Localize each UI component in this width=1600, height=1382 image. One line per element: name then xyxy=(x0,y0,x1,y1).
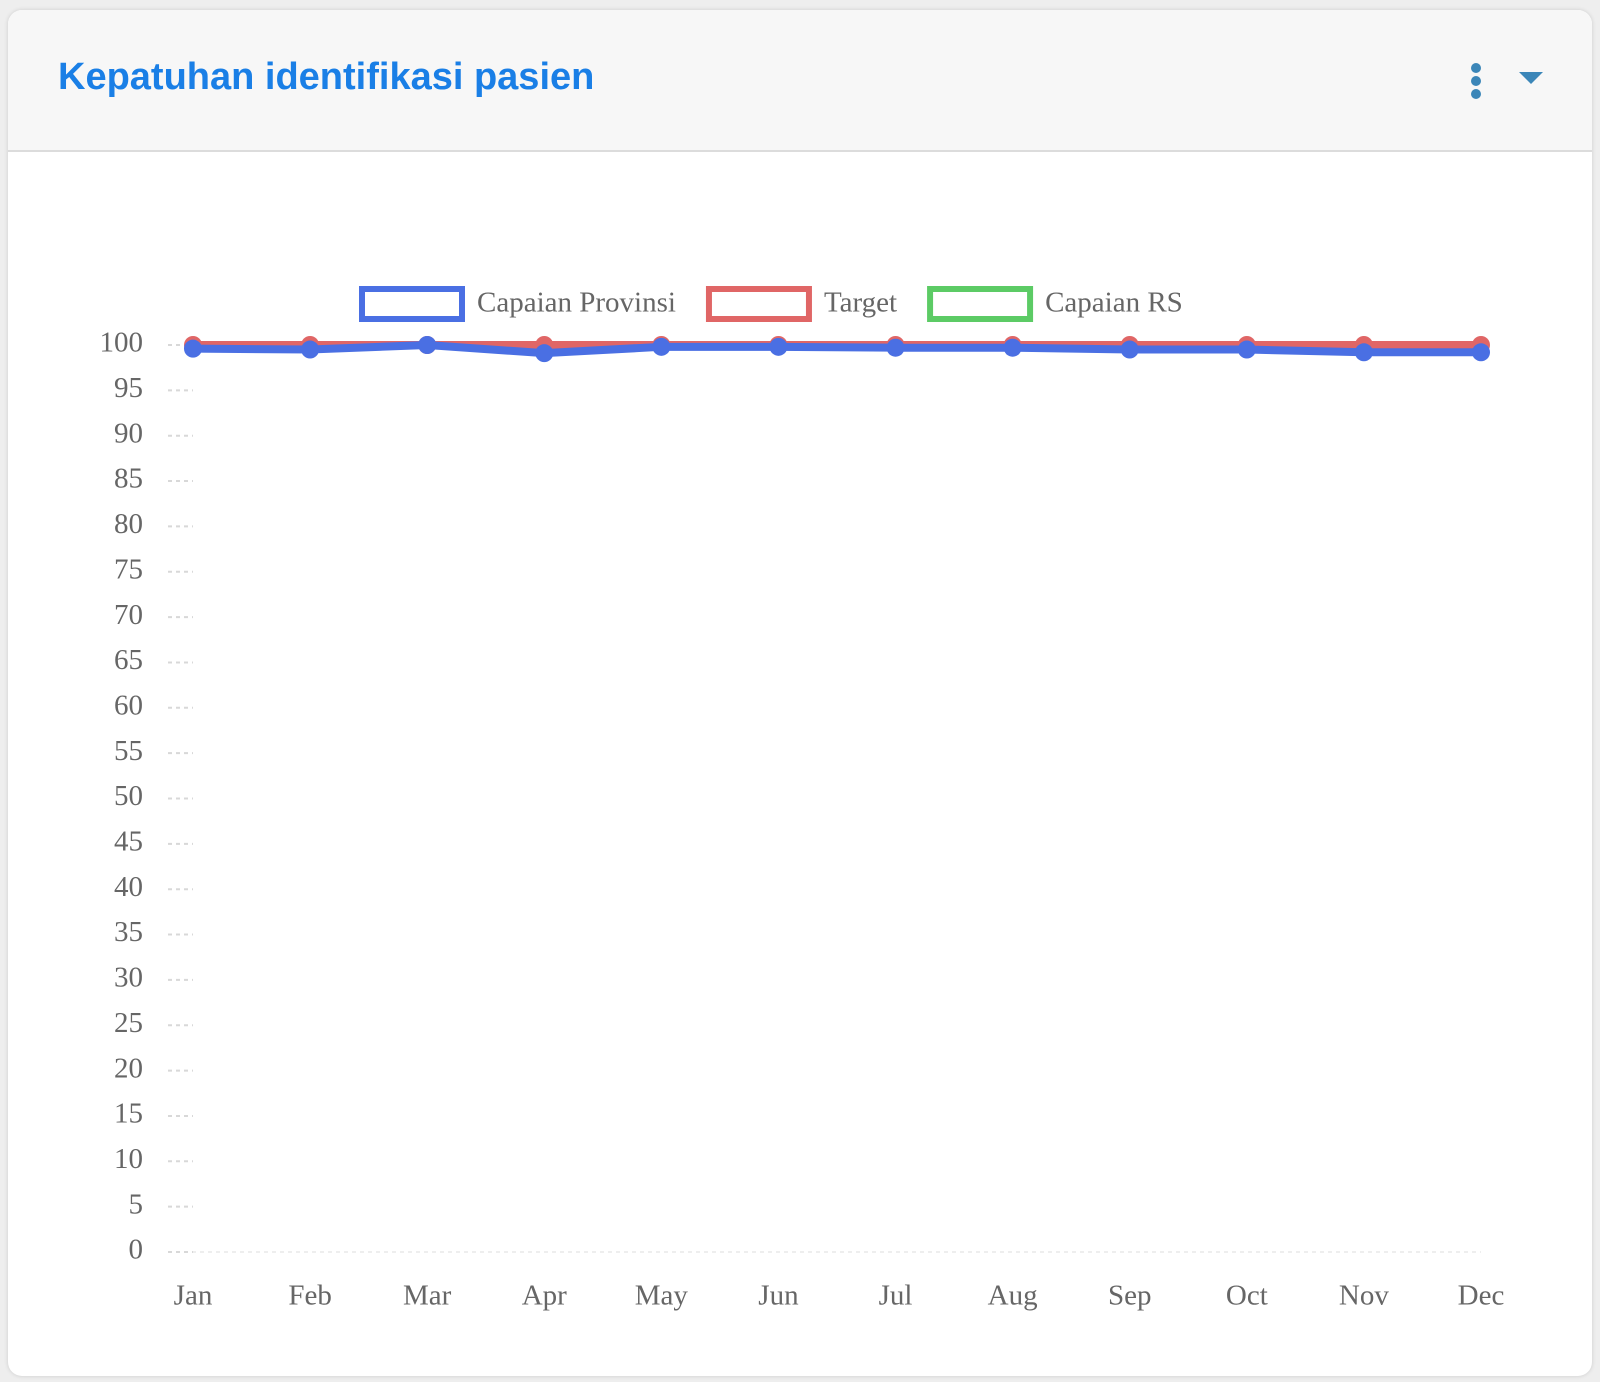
y-tick-label: 10 xyxy=(114,1143,143,1175)
y-tick-label: 15 xyxy=(114,1098,143,1130)
x-tick-label: Jul xyxy=(879,1280,913,1312)
card-title: Kepatuhan identifikasi pasien xyxy=(58,56,595,98)
y-tick-label: 100 xyxy=(100,327,144,359)
y-tick-label: 30 xyxy=(114,962,143,994)
collapse-button[interactable] xyxy=(1519,72,1543,84)
data-point xyxy=(1354,343,1373,362)
menu-button[interactable] xyxy=(1471,63,1481,99)
data-point xyxy=(1003,338,1022,357)
x-tick-label: Jun xyxy=(758,1280,799,1312)
y-tick-label: 65 xyxy=(114,644,143,676)
y-tick-label: 90 xyxy=(114,417,143,449)
x-tick-label: Mar xyxy=(403,1280,452,1312)
data-point xyxy=(1120,340,1139,359)
legend-label: Capaian Provinsi xyxy=(477,287,676,319)
x-tick-label: May xyxy=(635,1280,689,1312)
y-tick-label: 80 xyxy=(114,508,143,540)
data-point xyxy=(769,337,788,356)
y-tick-label: 25 xyxy=(114,1007,143,1039)
y-tick-label: 5 xyxy=(129,1188,144,1220)
x-tick-label: Dec xyxy=(1458,1280,1505,1312)
y-tick-label: 45 xyxy=(114,826,143,858)
y-tick-label: 35 xyxy=(114,916,143,948)
x-tick-label: Nov xyxy=(1339,1280,1389,1312)
data-point xyxy=(652,337,671,356)
y-tick-label: 50 xyxy=(114,780,143,812)
y-tick-label: 20 xyxy=(114,1052,143,1084)
data-point xyxy=(1472,343,1490,362)
header-icons xyxy=(1471,63,1543,99)
x-tick-label: Oct xyxy=(1226,1280,1268,1312)
card-header: Kepatuhan identifikasi pasien xyxy=(8,10,1592,152)
x-tick-label: Aug xyxy=(988,1280,1038,1312)
x-tick-label: Apr xyxy=(522,1280,567,1312)
legend-swatch xyxy=(359,286,465,322)
data-point xyxy=(301,340,320,359)
y-tick-label: 55 xyxy=(114,735,143,767)
data-point xyxy=(184,339,202,358)
card: Kepatuhan identifikasi pasien xyxy=(8,10,1592,1376)
y-tick-label: 85 xyxy=(114,463,143,495)
y-tick-label: 40 xyxy=(114,871,143,903)
legend-swatch xyxy=(705,286,812,322)
y-tick-label: 75 xyxy=(114,553,143,585)
y-tick-label: 60 xyxy=(114,689,143,721)
legend-swatch xyxy=(927,286,1034,322)
data-point xyxy=(418,336,437,354)
x-tick-label: Feb xyxy=(288,1280,332,1312)
y-tick-label: 0 xyxy=(129,1234,144,1266)
data-point xyxy=(535,344,554,363)
series-line xyxy=(192,341,1481,358)
y-tick-label: 95 xyxy=(114,372,143,404)
y-tick-label: 70 xyxy=(114,599,143,631)
legend-label: Target xyxy=(824,287,897,319)
legend-label: Capaian RS xyxy=(1045,287,1183,319)
x-tick-label: Sep xyxy=(1108,1280,1152,1312)
data-point xyxy=(886,338,905,357)
data-point xyxy=(1237,340,1256,359)
x-tick-label: Jan xyxy=(174,1280,213,1312)
